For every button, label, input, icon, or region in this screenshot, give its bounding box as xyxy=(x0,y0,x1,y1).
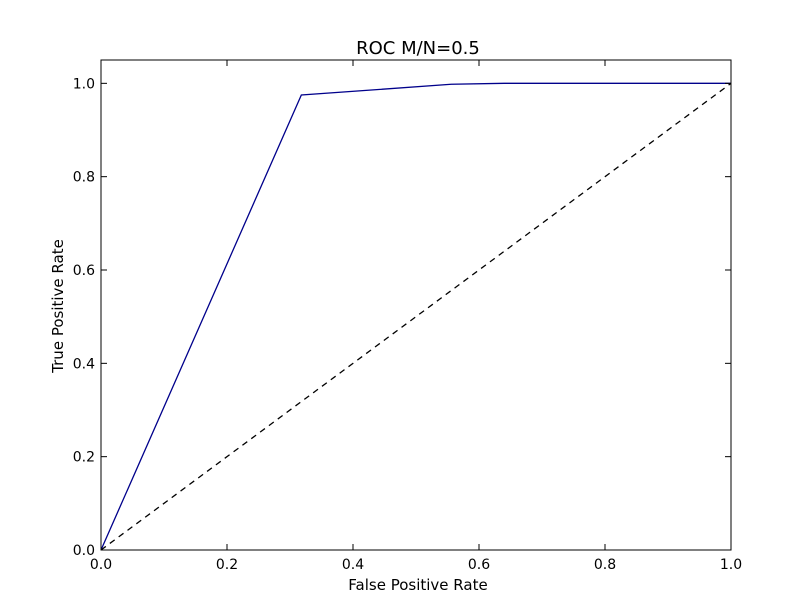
x-tick-label: 0.8 xyxy=(594,557,616,573)
x-tick-label: 0.6 xyxy=(468,557,490,573)
y-tick-label: 0.4 xyxy=(73,356,95,372)
chart-title: ROC M/N=0.5 xyxy=(356,38,480,59)
series-layer xyxy=(100,82,732,551)
y-tick-label: 0.2 xyxy=(73,450,95,466)
y-axis-label: True Positive Rate xyxy=(49,239,67,374)
x-tick-label: 0.4 xyxy=(342,557,364,573)
x-tick-label: 0.2 xyxy=(216,557,238,573)
x-tick-label: 0.0 xyxy=(90,557,112,573)
series-line-chance-diagonal xyxy=(100,82,732,551)
x-axis-label: False Positive Rate xyxy=(348,576,487,594)
plot-frame xyxy=(100,59,732,551)
y-tick-label: 0.6 xyxy=(73,263,95,279)
x-tick-label: 1.0 xyxy=(720,557,742,573)
series-line-roc-curve xyxy=(100,82,731,551)
y-tick-label: 1.0 xyxy=(73,76,95,92)
y-tick-label: 0.8 xyxy=(73,170,95,186)
y-tick-label: 0.0 xyxy=(73,543,95,559)
